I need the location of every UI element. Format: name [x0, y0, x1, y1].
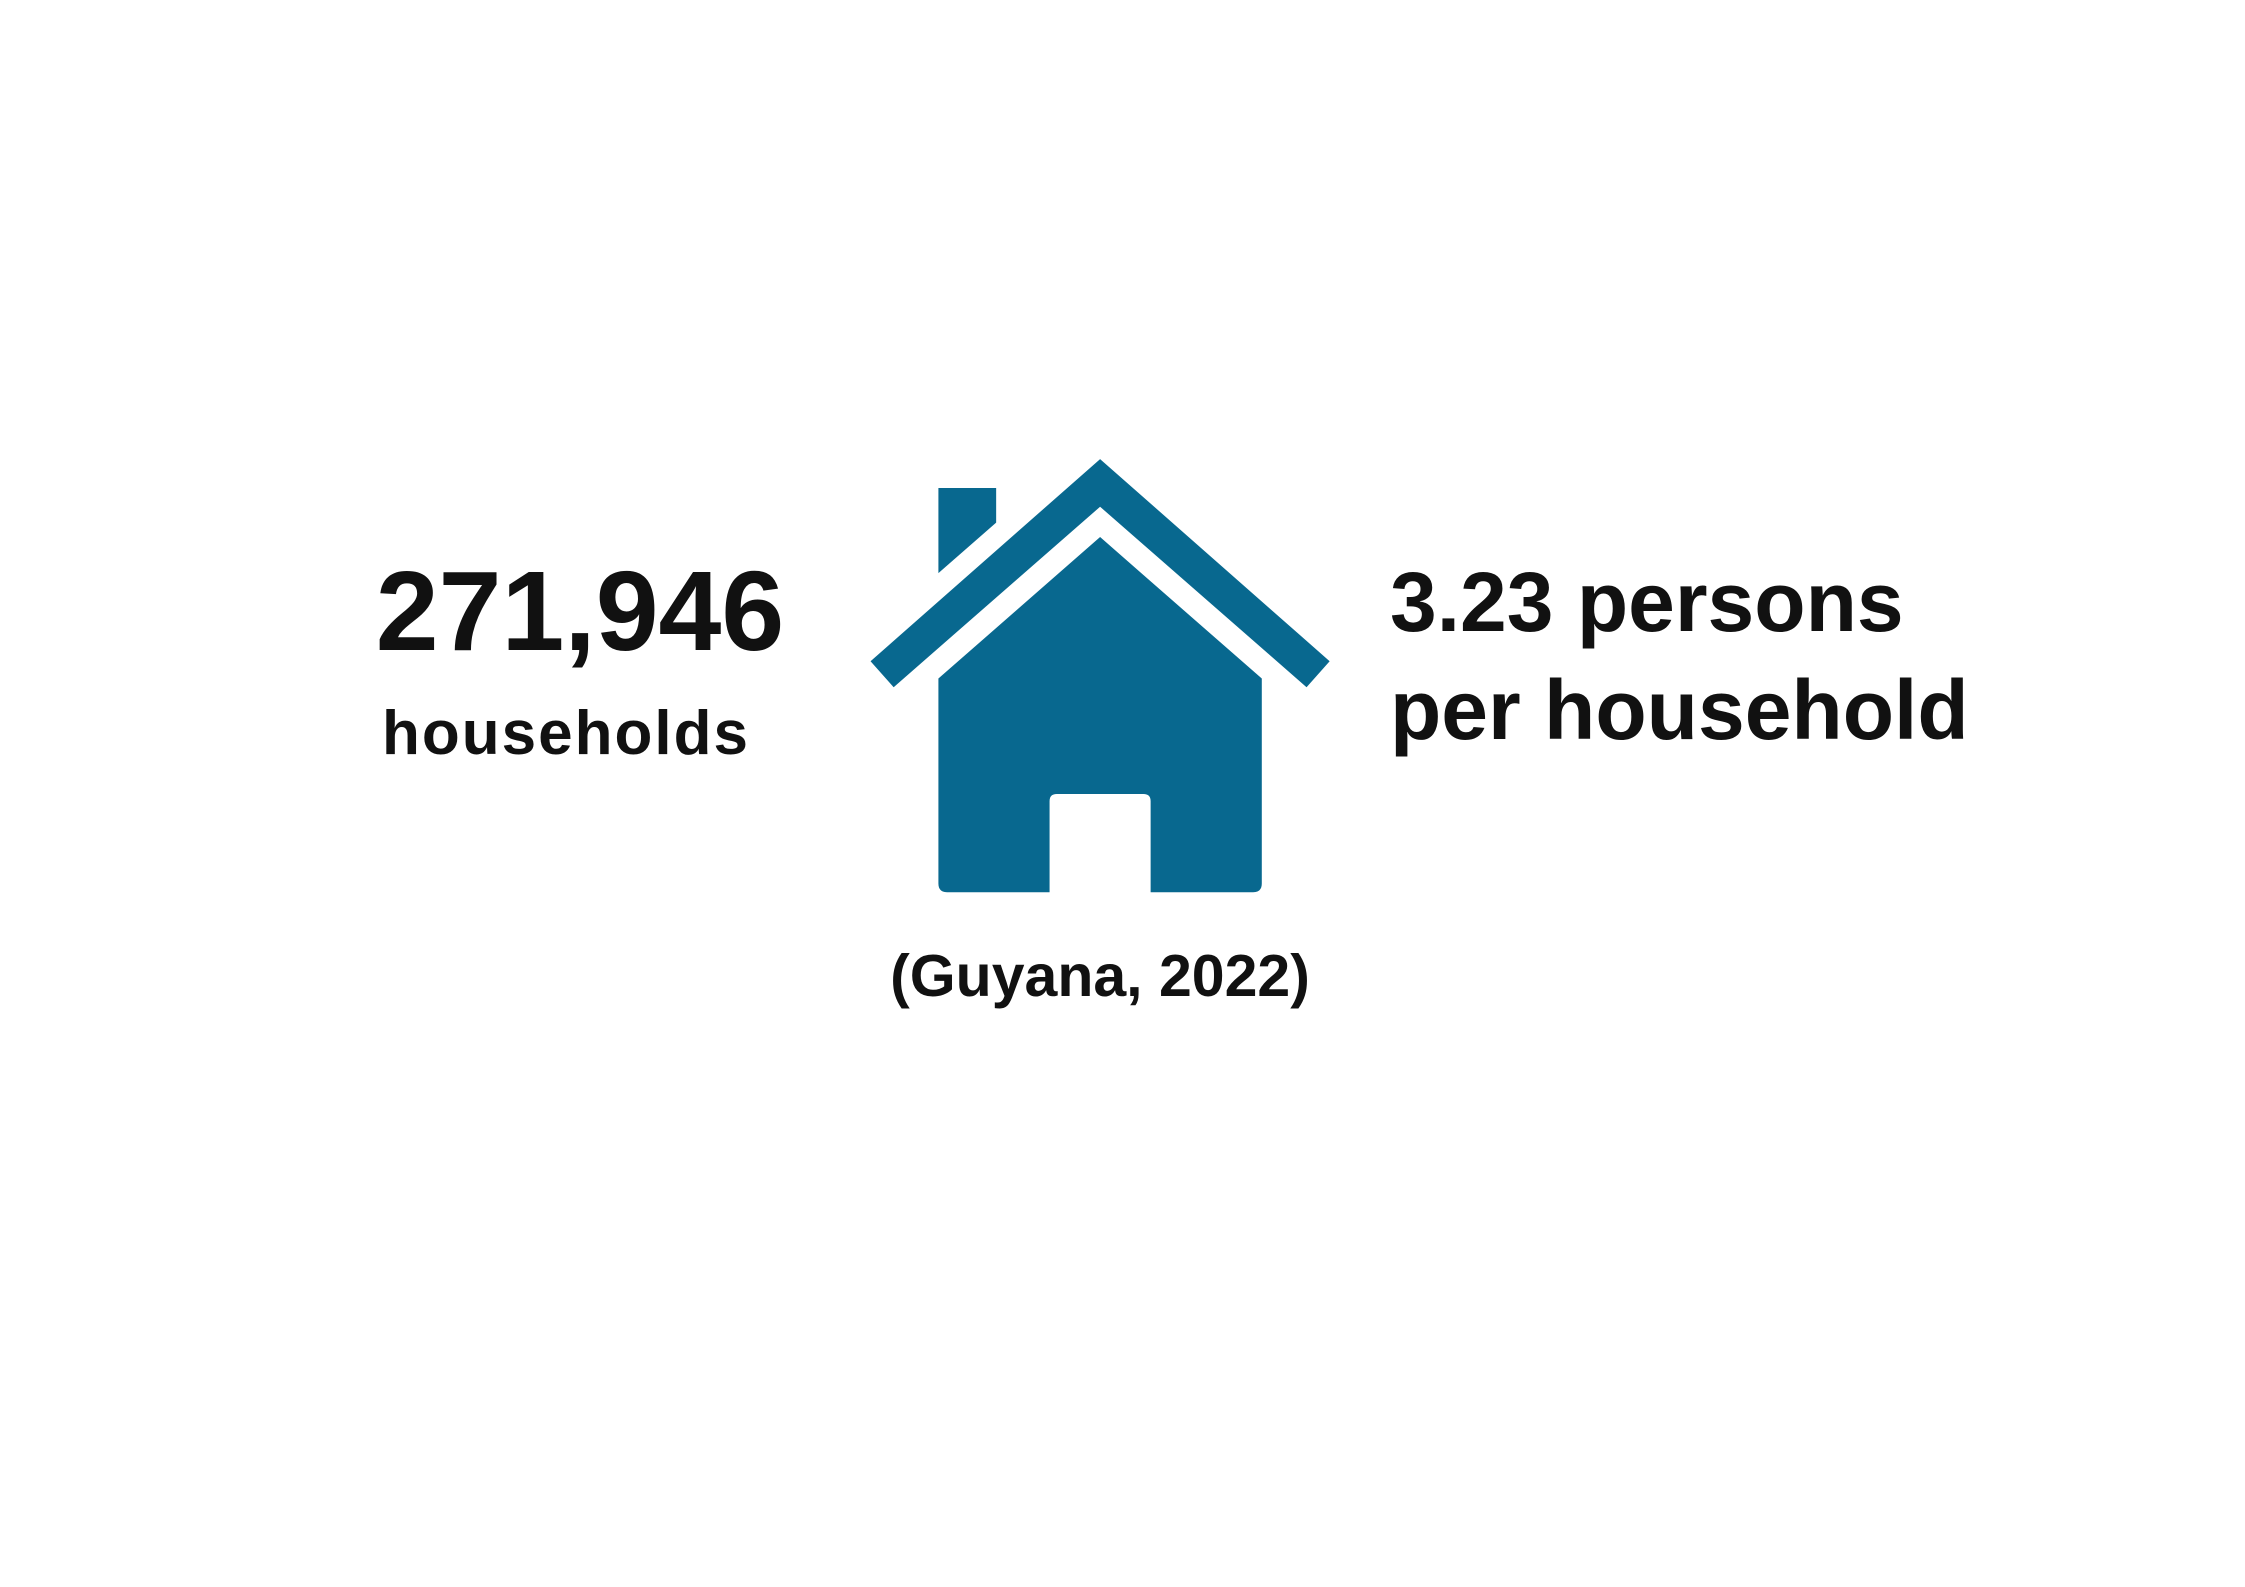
- caption: (Guyana, 2022): [890, 943, 1310, 1009]
- house-roof: [870, 459, 1330, 688]
- persons-line-1: 3.23 persons: [1390, 555, 1904, 649]
- house-chimney: [938, 487, 997, 574]
- persons-line-2: per household: [1390, 663, 1969, 757]
- households-label: households: [382, 699, 750, 768]
- house-body: [938, 537, 1262, 893]
- house-icon: [870, 459, 1330, 893]
- households-count: 271,946: [376, 548, 784, 674]
